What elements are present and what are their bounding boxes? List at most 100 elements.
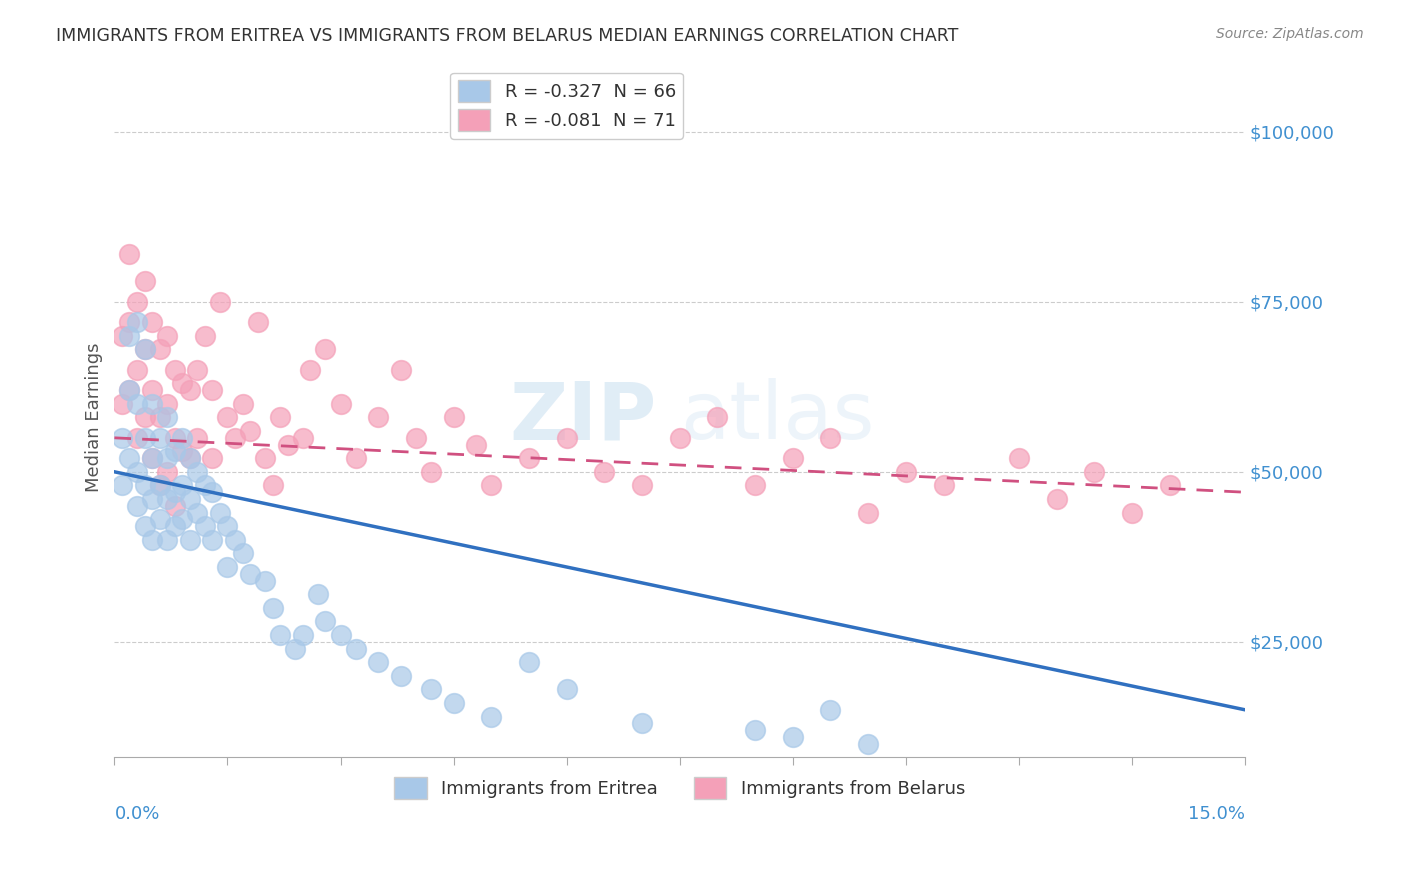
Point	[224, 431, 246, 445]
Point	[217, 560, 239, 574]
Point	[555, 431, 578, 445]
Point	[118, 383, 141, 397]
Point	[125, 499, 148, 513]
Point	[517, 655, 540, 669]
Point	[163, 499, 186, 513]
Point	[344, 641, 367, 656]
Point	[284, 641, 307, 656]
Point	[111, 431, 134, 445]
Point	[134, 343, 156, 357]
Point	[156, 451, 179, 466]
Point	[932, 478, 955, 492]
Point	[179, 383, 201, 397]
Point	[163, 519, 186, 533]
Point	[163, 444, 186, 458]
Point	[172, 512, 194, 526]
Point	[314, 615, 336, 629]
Point	[134, 519, 156, 533]
Point	[186, 431, 208, 445]
Point	[194, 519, 217, 533]
Point	[156, 465, 179, 479]
Point	[307, 587, 329, 601]
Point	[479, 478, 502, 492]
Point	[217, 410, 239, 425]
Point	[186, 465, 208, 479]
Point	[172, 444, 194, 458]
Point	[163, 363, 186, 377]
Point	[141, 383, 163, 397]
Point	[111, 478, 134, 492]
Point	[744, 723, 766, 738]
Point	[299, 363, 322, 377]
Point	[254, 451, 277, 466]
Point	[141, 451, 163, 466]
Point	[208, 294, 231, 309]
Point	[262, 478, 284, 492]
Point	[172, 478, 194, 492]
Point	[782, 730, 804, 744]
Point	[125, 315, 148, 329]
Point	[389, 363, 412, 377]
Point	[179, 533, 201, 547]
Point	[254, 574, 277, 588]
Point	[269, 410, 291, 425]
Point	[479, 709, 502, 723]
Point	[201, 485, 224, 500]
Point	[172, 431, 194, 445]
Point	[1045, 491, 1067, 506]
Text: ZIP: ZIP	[510, 378, 657, 457]
Point	[111, 328, 134, 343]
Point	[156, 410, 179, 425]
Point	[405, 431, 427, 445]
Point	[856, 506, 879, 520]
Point	[246, 315, 269, 329]
Point	[201, 383, 224, 397]
Point	[156, 397, 179, 411]
Point	[443, 696, 465, 710]
Point	[291, 431, 314, 445]
Point	[179, 451, 201, 466]
Point	[134, 478, 156, 492]
Text: Source: ZipAtlas.com: Source: ZipAtlas.com	[1216, 27, 1364, 41]
Point	[291, 628, 314, 642]
Text: 0.0%: 0.0%	[114, 805, 160, 823]
Point	[179, 451, 201, 466]
Legend: Immigrants from Eritrea, Immigrants from Belarus: Immigrants from Eritrea, Immigrants from…	[387, 770, 973, 806]
Point	[517, 451, 540, 466]
Point	[239, 424, 262, 438]
Y-axis label: Median Earnings: Median Earnings	[86, 343, 103, 492]
Point	[179, 491, 201, 506]
Point	[593, 465, 616, 479]
Point	[277, 437, 299, 451]
Point	[125, 363, 148, 377]
Point	[141, 533, 163, 547]
Point	[820, 703, 842, 717]
Point	[269, 628, 291, 642]
Point	[344, 451, 367, 466]
Point	[149, 431, 172, 445]
Point	[744, 478, 766, 492]
Point	[201, 533, 224, 547]
Point	[465, 437, 488, 451]
Point	[186, 363, 208, 377]
Point	[141, 491, 163, 506]
Point	[186, 506, 208, 520]
Point	[163, 431, 186, 445]
Point	[149, 410, 172, 425]
Point	[894, 465, 917, 479]
Point	[631, 716, 654, 731]
Point	[118, 328, 141, 343]
Point	[706, 410, 728, 425]
Point	[125, 397, 148, 411]
Point	[134, 275, 156, 289]
Point	[555, 682, 578, 697]
Point	[172, 376, 194, 391]
Point	[1121, 506, 1143, 520]
Point	[194, 478, 217, 492]
Point	[149, 478, 172, 492]
Point	[118, 247, 141, 261]
Point	[329, 397, 352, 411]
Point	[149, 478, 172, 492]
Point	[224, 533, 246, 547]
Point	[156, 328, 179, 343]
